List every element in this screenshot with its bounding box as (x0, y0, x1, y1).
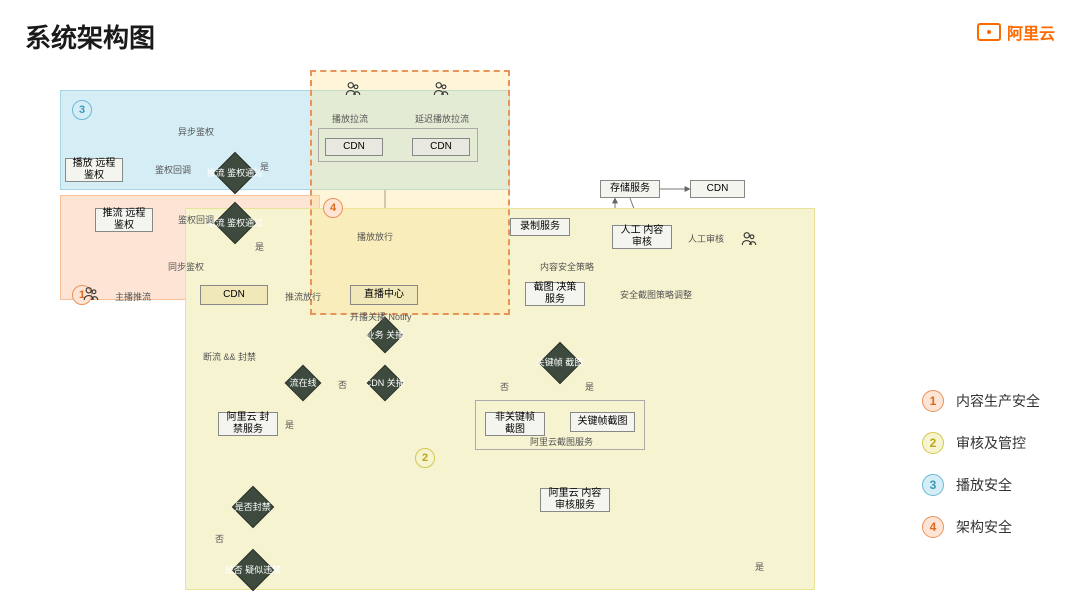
edge-label-yes1: 是 (260, 160, 269, 173)
edge-label-sync_auth: 同步鉴权 (168, 260, 204, 273)
region-r4 (310, 70, 510, 315)
node-delay_pull: 延迟播放拉流 (415, 112, 469, 125)
edge-label-no2: 否 (215, 532, 224, 545)
legend-item-4: 4 架构安全 (922, 516, 1040, 538)
legend: 1 内容生产安全 2 审核及管控 3 播放安全 4 架构安全 (922, 390, 1040, 558)
node-aliyun_cap_label: 阿里云截图服务 (530, 435, 593, 448)
edge-label-yes3: 是 (285, 418, 294, 431)
edge-label-push_allow: 推流放行 (285, 290, 321, 303)
node-live_center: 直播中心 (350, 285, 418, 305)
node-cdn_main: CDN (200, 285, 268, 305)
logo-icon (977, 23, 1001, 41)
node-icon_top2 (432, 80, 450, 103)
edge-label-content_policy: 内容安全策略 (540, 260, 594, 273)
legend-text: 架构安全 (956, 517, 1012, 537)
region-badge-r3: 3 (72, 100, 92, 120)
node-cdn_top_box (318, 128, 478, 162)
edge-label-close_notify: 开播关播 Notify (350, 310, 412, 323)
node-play_remote: 播放 远程鉴权 (65, 158, 123, 182)
legend-text: 播放安全 (956, 475, 1012, 495)
legend-badge: 1 (922, 390, 944, 412)
edge-label-cb1: 鉴权回调 (155, 163, 191, 176)
legend-badge: 2 (922, 432, 944, 454)
edge-label-play_allow: 播放放行 (357, 230, 393, 243)
edge-label-ban_stream: 断流 && 封禁 (203, 350, 256, 363)
legend-badge: 3 (922, 474, 944, 496)
legend-item-2: 2 审核及管控 (922, 432, 1040, 454)
logo-text: 阿里云 (1007, 20, 1055, 44)
legend-item-1: 1 内容生产安全 (922, 390, 1040, 412)
node-play_pull: 播放拉流 (332, 112, 368, 125)
edge-label-cb2: 鉴权回调 (178, 213, 214, 226)
node-icon_top1 (344, 80, 362, 103)
node-storage_svc: 存储服务 (600, 180, 660, 198)
region-badge-r2: 2 (415, 448, 435, 468)
node-cdn_right: CDN (690, 180, 745, 198)
node-manual_review: 人工 内容审核 (612, 225, 672, 249)
edge-label-main_push: 主播推流 (115, 290, 151, 303)
edge-label-manual_rv: 人工审核 (688, 232, 724, 245)
legend-item-3: 3 播放安全 (922, 474, 1040, 496)
node-ban_svc: 阿里云 封禁服务 (218, 412, 278, 436)
edge-label-safe_cap_policy: 安全截图策略调整 (620, 288, 692, 301)
node-push_remote: 推流 远程鉴权 (95, 208, 153, 232)
legend-text: 内容生产安全 (956, 391, 1040, 411)
edge-label-yes2: 是 (255, 240, 264, 253)
node-record_svc: 录制服务 (510, 218, 570, 236)
legend-text: 审核及管控 (956, 433, 1026, 453)
edge-label-yes4: 是 (585, 380, 594, 393)
edge-label-yes5: 是 (755, 560, 764, 573)
page-title: 系统架构图 (25, 18, 155, 55)
region-badge-r4: 4 (323, 198, 343, 218)
node-screenshot_svc: 截图 决策服务 (525, 282, 585, 306)
node-aliyun_review: 阿里云 内容审核服务 (540, 488, 610, 512)
edge-label-no1: 否 (338, 378, 347, 391)
brand-logo: 阿里云 (977, 20, 1055, 44)
legend-badge: 4 (922, 516, 944, 538)
node-main_push_icon (82, 285, 100, 308)
node-manual_icon (740, 230, 758, 253)
edge-label-async_auth: 异步鉴权 (178, 125, 214, 138)
diagram-canvas: 1234播放 远程鉴权推流 鉴权通过推流 远程鉴权推流 鉴权通过CDN直播中心C… (60, 70, 840, 590)
edge-label-no3: 否 (500, 380, 509, 393)
